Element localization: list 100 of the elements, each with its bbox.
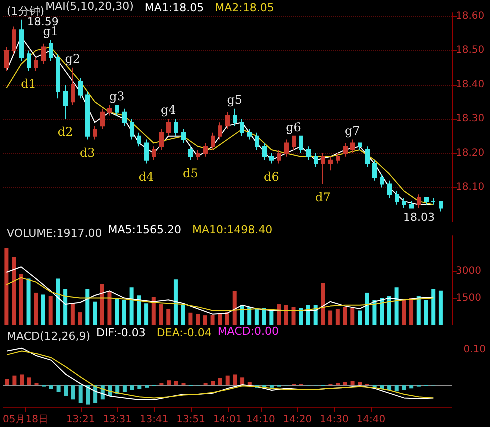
bar	[167, 380, 172, 385]
bar	[78, 312, 82, 325]
bar	[416, 296, 421, 325]
candlestick	[306, 146, 311, 161]
text: DEA:-0.04	[156, 326, 212, 340]
annotation: d7	[316, 190, 331, 204]
text: MA2:18.05	[215, 2, 274, 14]
candlestick	[247, 128, 252, 140]
bar	[93, 302, 98, 325]
candlestick	[358, 142, 362, 151]
candlestick	[431, 198, 436, 206]
bar	[152, 297, 156, 325]
annotation: g7	[344, 124, 360, 138]
bar	[358, 382, 362, 385]
bar	[70, 304, 75, 325]
candlestick	[159, 128, 164, 151]
bar	[232, 291, 237, 325]
bar	[248, 307, 252, 325]
bar	[122, 300, 126, 325]
bar	[196, 314, 200, 325]
bar	[380, 298, 384, 325]
bar	[181, 305, 186, 325]
candlestick	[225, 112, 230, 130]
text: MA5:1565.20	[108, 224, 182, 236]
candlestick	[269, 152, 274, 164]
chart-title: (1分钟)	[7, 5, 45, 18]
annotation: d4	[138, 170, 155, 184]
candlestick	[181, 128, 186, 144]
candlestick	[350, 139, 355, 154]
candlestick	[71, 67, 75, 106]
bar	[26, 278, 31, 325]
annotation: d6	[264, 170, 280, 184]
candlestick	[122, 108, 127, 127]
bar	[130, 385, 134, 390]
bar	[56, 385, 61, 392]
candlestick	[409, 200, 414, 209]
candlestick	[203, 142, 208, 158]
annotation: d2	[58, 125, 74, 140]
bar	[19, 274, 24, 325]
candlestick	[218, 122, 222, 140]
bar	[115, 298, 120, 325]
bar	[336, 308, 340, 325]
candlestick	[4, 46, 9, 72]
candlestick	[314, 152, 318, 168]
x-tick-label: 13:31	[103, 414, 132, 426]
bar	[122, 385, 127, 392]
chart-title: VOLUME:1917.00	[7, 227, 102, 240]
candlestick	[387, 180, 392, 199]
bar	[100, 284, 104, 325]
bar	[328, 310, 333, 325]
y-tick-label: 18.10	[456, 182, 485, 194]
candlestick	[336, 152, 340, 164]
text: MA1:18.05	[144, 2, 204, 14]
x-tick-label: 14:01	[213, 414, 242, 426]
bar	[270, 310, 274, 325]
candlestick	[424, 198, 429, 206]
bar	[41, 294, 46, 325]
candlestick	[372, 160, 377, 182]
candlestick	[292, 136, 296, 151]
annotation: d5	[183, 166, 198, 180]
candlestick	[439, 200, 443, 212]
bar	[138, 385, 142, 390]
candlestick	[395, 190, 399, 206]
bar	[358, 310, 362, 325]
candlestick	[402, 198, 406, 209]
candlestick	[262, 142, 267, 161]
bar	[12, 257, 16, 325]
bar	[321, 283, 326, 325]
candlestick	[34, 57, 38, 72]
candlestick	[78, 78, 83, 100]
x-tick-label: 13:41	[140, 414, 169, 426]
annotation: g2	[65, 52, 81, 66]
candlestick	[115, 105, 119, 116]
bar	[432, 289, 436, 325]
candlestick	[240, 118, 244, 137]
bar	[277, 304, 282, 325]
bar	[144, 304, 149, 325]
x-tick-label: 13:21	[66, 414, 96, 426]
candlestick	[166, 118, 171, 137]
candlestick	[365, 146, 370, 168]
bar	[218, 314, 222, 325]
candlestick	[284, 139, 289, 158]
bar	[64, 289, 68, 325]
candlestick	[41, 43, 46, 65]
y-tick-label: 18.20	[456, 148, 485, 159]
bar	[240, 305, 244, 325]
text: MA10:1498.40	[192, 224, 273, 236]
candlestick	[19, 19, 24, 62]
bar	[130, 288, 134, 325]
bar	[240, 378, 245, 385]
candlestick	[255, 132, 259, 151]
candlestick	[174, 118, 178, 137]
bar	[388, 385, 392, 390]
bar	[394, 385, 399, 392]
bar	[159, 304, 164, 325]
bar	[48, 296, 53, 325]
candlestick	[137, 132, 141, 148]
bar	[49, 385, 54, 390]
y-tick-label: 18.40	[456, 79, 485, 90]
candlestick	[144, 139, 149, 164]
